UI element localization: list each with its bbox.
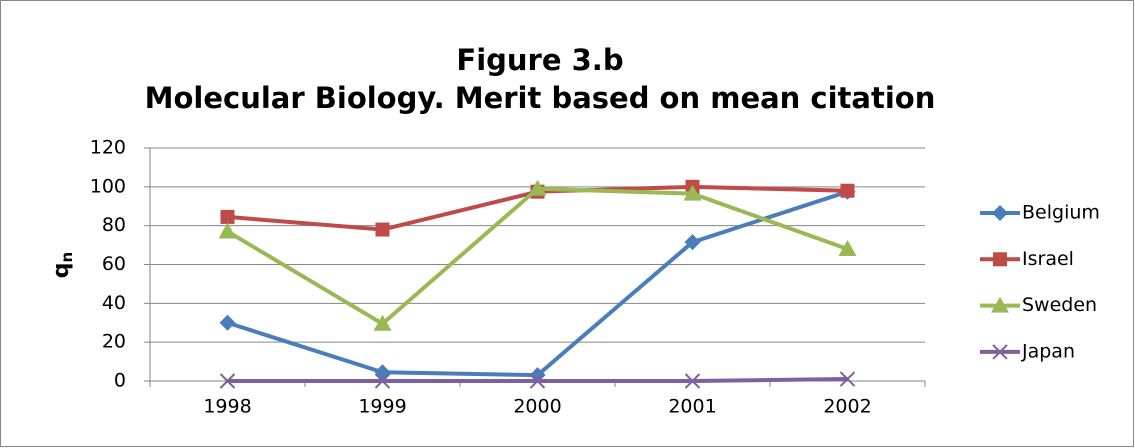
chart-title: Figure 3.b (456, 43, 623, 77)
y-axis-label: qn (49, 252, 76, 278)
x-tick-label: 1998 (203, 396, 251, 418)
marker (838, 239, 857, 256)
legend-label: Sweden (1022, 294, 1097, 316)
marker (839, 371, 856, 387)
marker (683, 184, 702, 201)
marker (684, 234, 701, 251)
chart-subtitle: Molecular Biology. Merit based on mean c… (145, 81, 936, 115)
legend-label: Japan (1021, 340, 1075, 362)
legend-label: Israel (1022, 248, 1074, 270)
marker (528, 179, 547, 196)
marker (991, 296, 1009, 313)
y-tick-label: 20 (102, 331, 126, 353)
marker (374, 373, 391, 389)
marker (375, 222, 390, 237)
marker (529, 373, 546, 389)
marker (840, 183, 855, 198)
y-tick-label: 100 (90, 175, 126, 197)
y-tick-label: 0 (114, 370, 126, 392)
y-tick-label: 40 (102, 292, 126, 314)
marker (219, 373, 236, 389)
x-tick-label: 2000 (513, 396, 561, 418)
marker (684, 373, 701, 389)
marker (218, 222, 237, 239)
marker (993, 252, 1007, 267)
x-tick-label: 1999 (358, 396, 406, 418)
marker (992, 205, 1008, 221)
marker (992, 344, 1008, 360)
legend-label: Belgium (1022, 202, 1100, 224)
y-tick-label: 120 (90, 137, 126, 159)
y-axis-label-subscript: n (58, 252, 76, 263)
y-tick-label: 80 (102, 214, 126, 236)
marker (219, 314, 236, 331)
y-axis-label-main: q (49, 262, 74, 278)
x-tick-label: 2001 (668, 396, 716, 418)
x-tick-label: 2002 (823, 396, 871, 418)
marker (220, 209, 235, 224)
y-tick-label: 60 (102, 253, 126, 275)
marker (373, 314, 392, 331)
